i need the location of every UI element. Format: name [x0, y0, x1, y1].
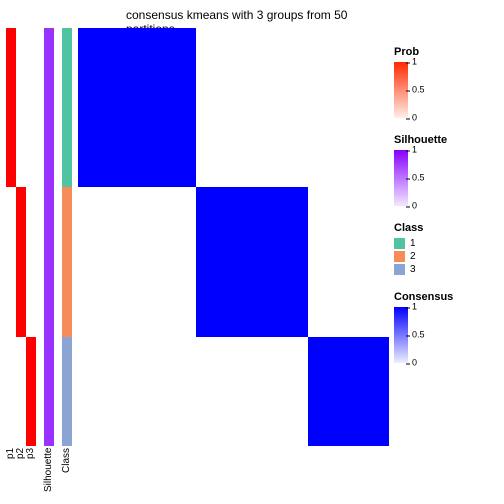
tick-label: 1 — [412, 58, 417, 67]
annot-col-p2 — [16, 28, 26, 446]
annot-col-spacer1 — [36, 28, 44, 446]
swatch — [394, 251, 405, 262]
plot-area — [6, 28, 389, 446]
legend-title: Prob — [394, 46, 498, 58]
heatmap-cell — [308, 337, 389, 446]
annot-segment — [62, 28, 72, 187]
col-label-silhouette: Silhouette — [44, 448, 54, 504]
tick-label: 0 — [412, 202, 417, 211]
heatmap-cell — [78, 28, 196, 187]
heatmap-cell — [308, 28, 389, 187]
legend-silhouette: Silhouette 10.50 — [394, 134, 498, 206]
consensus-heatmap — [78, 28, 389, 446]
swatch — [394, 238, 405, 249]
tick-label: 0.5 — [412, 86, 425, 95]
swatch — [394, 264, 405, 275]
legend-item-label: 1 — [410, 238, 416, 249]
annot-segment — [26, 337, 36, 446]
heatmap-row — [78, 337, 389, 446]
legend-title: Consensus — [394, 291, 498, 303]
legend-item: 2 — [394, 251, 498, 262]
annot-segment — [6, 187, 16, 446]
annot-col-silhouette — [44, 28, 54, 446]
tick-label: 0 — [412, 359, 417, 368]
annot-segment — [44, 28, 54, 446]
annot-segment — [62, 187, 72, 337]
heatmap-cell — [196, 337, 308, 446]
annot-segment — [16, 28, 26, 187]
tick-label: 0.5 — [412, 174, 425, 183]
legends-panel: Prob10.50Silhouette10.50Class123Consensu… — [394, 46, 498, 379]
heatmap-cell — [196, 187, 308, 337]
col-label-class: Class — [62, 448, 72, 504]
legend-title: Class — [394, 222, 498, 234]
annot-segment — [26, 28, 36, 337]
tick-label: 0 — [412, 114, 417, 123]
col-label-p3: p3 — [26, 448, 36, 504]
annot-segment — [16, 187, 26, 337]
heatmap-cell — [308, 187, 389, 337]
annot-col-p1 — [6, 28, 16, 446]
gradient-ticks: 10.50 — [412, 150, 452, 206]
annot-segment — [6, 28, 16, 187]
legend-title: Silhouette — [394, 134, 498, 146]
annot-col-class — [62, 28, 72, 446]
tick-label: 1 — [412, 303, 417, 312]
legend-consensus: Consensus 10.50 — [394, 291, 498, 363]
legend-class: Class 1 2 3 — [394, 222, 498, 275]
legend-item-label: 2 — [410, 251, 416, 262]
heatmap-cell — [196, 28, 308, 187]
heatmap-cell — [78, 337, 196, 446]
annot-segment — [62, 337, 72, 446]
gradient-ticks: 10.50 — [412, 62, 452, 118]
heatmap-row — [78, 187, 389, 337]
annot-segment — [16, 337, 26, 446]
annot-col-spacer2 — [54, 28, 62, 446]
heatmap-row — [78, 28, 389, 187]
annot-col-p3 — [26, 28, 36, 446]
legend-prob: Prob 10.50 — [394, 46, 498, 118]
gradient-ticks: 10.50 — [412, 307, 452, 363]
annotation-columns — [6, 28, 72, 446]
tick-label: 0.5 — [412, 331, 425, 340]
legend-item: 1 — [394, 238, 498, 249]
tick-label: 1 — [412, 146, 417, 155]
legend-item-label: 3 — [410, 264, 416, 275]
column-labels: p1p2p3SilhouetteClass — [6, 448, 72, 504]
legend-item: 3 — [394, 264, 498, 275]
heatmap-cell — [78, 187, 196, 337]
